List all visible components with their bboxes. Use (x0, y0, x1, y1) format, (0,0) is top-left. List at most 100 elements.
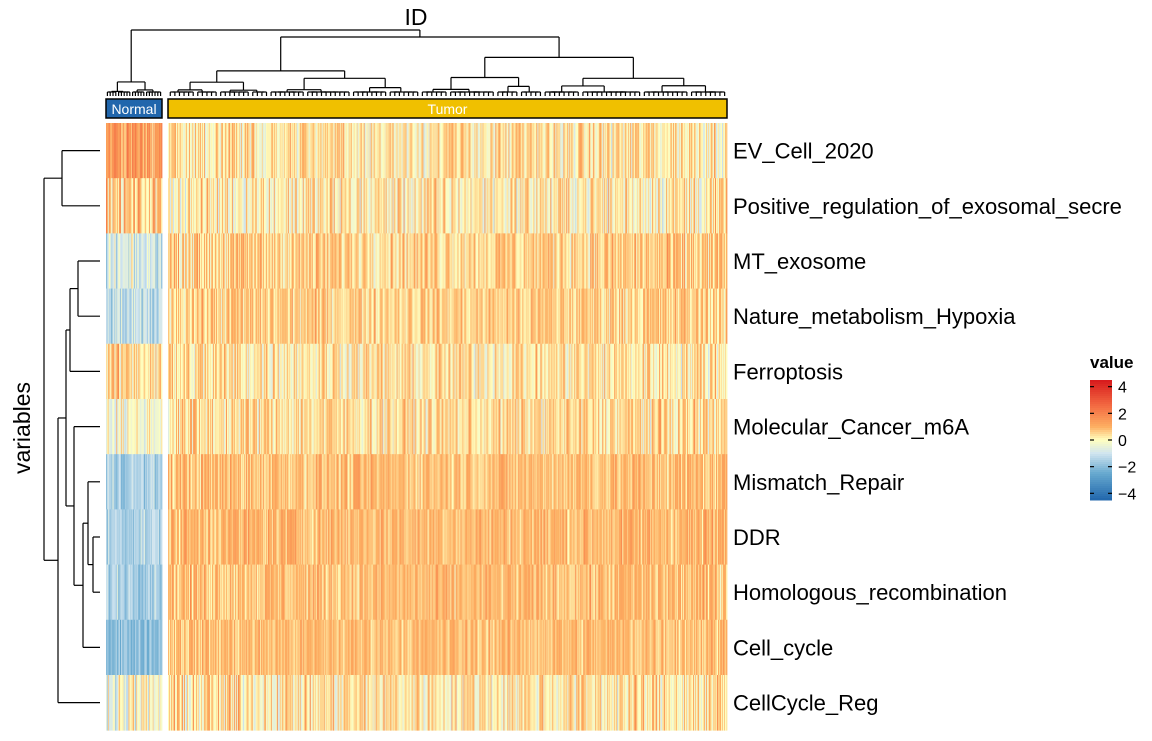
heatmap-cell (519, 343, 521, 400)
heatmap-cell (706, 288, 708, 345)
heatmap-cell (403, 288, 405, 345)
heatmap-cell (268, 288, 271, 345)
heatmap-cell (726, 399, 728, 455)
heatmap-cell (313, 343, 316, 400)
heatmap-cell (601, 399, 603, 455)
heatmap-cell (553, 233, 555, 289)
heatmap-cell (233, 399, 236, 455)
heatmap-cell (189, 509, 192, 565)
heatmap-cell (671, 343, 673, 400)
heatmap-cell (195, 233, 198, 289)
heatmap-cell (496, 399, 498, 455)
heatmap-cell (464, 233, 466, 289)
heatmap-cell (210, 454, 213, 510)
heatmap-cell (314, 454, 317, 510)
heatmap-cell (613, 454, 615, 510)
heatmap-cell (339, 454, 342, 510)
heatmap-cell (186, 288, 189, 345)
heatmap-cell (373, 123, 376, 179)
heatmap-cell (370, 288, 373, 345)
heatmap-cell (272, 178, 275, 234)
heatmap-cell (347, 343, 350, 400)
heatmap-cell (573, 454, 575, 510)
heatmap-cell (528, 123, 530, 179)
heatmap-cell (251, 288, 254, 345)
heatmap-cell (575, 454, 577, 510)
heatmap-cell (256, 343, 259, 400)
heatmap-cell (287, 288, 290, 345)
heatmap-cell (470, 288, 472, 345)
heatmap-cell (355, 454, 358, 510)
heatmap-cell (610, 288, 612, 345)
heatmap-cell (427, 178, 429, 234)
heatmap-cell (366, 343, 369, 400)
heatmap-cell (551, 399, 553, 455)
heatmap-cell (106, 288, 109, 345)
heatmap-cell (599, 178, 601, 234)
heatmap-cell (312, 123, 315, 179)
heatmap-cell (182, 399, 185, 455)
heatmap-cell (501, 343, 503, 400)
heatmap-cell (496, 123, 498, 179)
heatmap-cell (373, 233, 376, 289)
heatmap-cell (363, 399, 366, 455)
heatmap-cell (631, 343, 633, 400)
heatmap-cell (407, 343, 409, 400)
heatmap-cell (626, 399, 628, 455)
heatmap-cell (106, 399, 109, 455)
heatmap-cell (504, 288, 506, 345)
heatmap-cell (383, 399, 386, 455)
heatmap-cell (622, 454, 624, 510)
heatmap-cell (398, 454, 400, 510)
heatmap-cell (372, 123, 375, 179)
heatmap-cell (149, 288, 152, 345)
heatmap-cell (160, 288, 162, 345)
heatmap-cell (173, 123, 176, 179)
heatmap-cell (526, 178, 528, 234)
heatmap-cell (356, 123, 359, 179)
heatmap-cell (629, 178, 631, 234)
heatmap-cell (224, 123, 227, 179)
heatmap-cell (346, 399, 349, 455)
heatmap-cell (423, 288, 425, 345)
heatmap-cell (400, 123, 402, 179)
heatmap-cell (358, 123, 361, 179)
heatmap-cell (128, 233, 130, 289)
heatmap-cell (294, 233, 297, 289)
heatmap-cell (335, 233, 338, 289)
heatmap-cell (562, 123, 564, 179)
heatmap-cell (228, 454, 231, 510)
heatmap-cell (117, 288, 119, 345)
heatmap-cell (648, 454, 650, 510)
heatmap-cell (528, 233, 530, 289)
heatmap-cell (298, 288, 301, 345)
heatmap-cell (637, 343, 639, 400)
heatmap-cell (581, 399, 583, 455)
heatmap-cell (210, 288, 213, 345)
heatmap-cell (621, 178, 623, 234)
heatmap-cell (488, 454, 490, 510)
heatmap-cell (169, 288, 171, 345)
heatmap-cell (153, 509, 155, 565)
heatmap-cell (282, 343, 285, 400)
heatmap-cell (265, 123, 268, 179)
heatmap-cell (508, 178, 510, 234)
heatmap-cell (254, 123, 257, 179)
heatmap-cell (615, 123, 617, 179)
heatmap-cell (148, 123, 151, 179)
heatmap-cell (131, 454, 133, 510)
heatmap-cell (245, 123, 248, 179)
heatmap-cell (406, 233, 408, 289)
heatmap-cell (124, 288, 126, 345)
heatmap-cell (556, 454, 558, 510)
heatmap-cell (664, 343, 666, 400)
heatmap-cell (217, 123, 220, 179)
heatmap-cell (568, 288, 570, 345)
heatmap-cell (225, 454, 228, 510)
heatmap-cell (452, 123, 454, 179)
heatmap-cell (572, 233, 574, 289)
heatmap-cell (491, 399, 493, 455)
heatmap-cell (150, 123, 153, 179)
heatmap-cell (212, 288, 215, 345)
heatmap-cell (667, 123, 669, 179)
